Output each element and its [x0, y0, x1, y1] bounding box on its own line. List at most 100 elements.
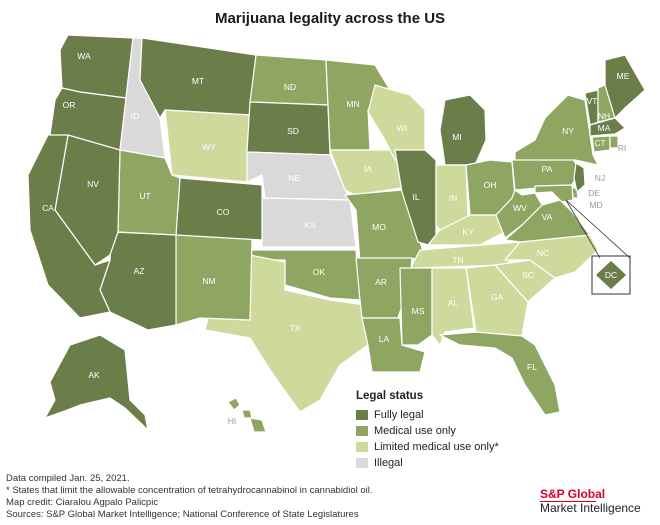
- label-AR: AR: [375, 277, 387, 287]
- brand-name: S&P Global: [540, 487, 606, 501]
- note-sources: Sources: S&P Global Market Intelligence;…: [6, 509, 359, 520]
- dc-leader-line: [565, 199, 601, 259]
- state-GA: [465, 264, 529, 337]
- legend-label: Limited medical use only*: [374, 440, 499, 453]
- state-ND: [249, 54, 329, 106]
- source-notes: Data compiled Jan. 25, 2021. * States th…: [6, 473, 373, 521]
- label-LA: LA: [379, 334, 390, 344]
- legend-label: Medical use only: [374, 424, 456, 437]
- label-MD: MD: [589, 200, 602, 210]
- label-TN: TN: [452, 255, 463, 265]
- label-WI: WI: [397, 123, 407, 133]
- label-NC: NC: [537, 248, 549, 258]
- label-CO: CO: [217, 207, 230, 217]
- state-HI: [227, 397, 241, 411]
- state-MA: [589, 117, 626, 137]
- legend-swatch: [356, 457, 368, 468]
- state-HI: [241, 409, 253, 419]
- legend-swatch: [356, 425, 368, 436]
- label-NH: NH: [598, 111, 610, 121]
- label-MO: MO: [372, 222, 386, 232]
- state-AK: [44, 334, 149, 431]
- label-SC: SC: [522, 270, 534, 280]
- label-SD: SD: [287, 126, 299, 136]
- label-NY: NY: [562, 126, 574, 136]
- label-GA: GA: [491, 292, 504, 302]
- state-WA: [59, 34, 134, 99]
- state-MS: [399, 267, 433, 346]
- map-title: Marijuana legality across the US: [214, 10, 446, 27]
- label-HI: HI: [228, 416, 237, 426]
- label-MN: MN: [346, 99, 359, 109]
- legend-item-medical-use-only: Medical use only: [356, 423, 499, 438]
- brand-division: Market Intelligence: [540, 501, 641, 515]
- label-DE: DE: [588, 188, 600, 198]
- legend-label: Illegal: [374, 456, 403, 469]
- state-ME: [604, 54, 646, 119]
- note-credit: Map credit: Ciaralou Agpalo Palicpic: [6, 497, 159, 508]
- dc-inset-box: [591, 255, 631, 295]
- legend: Legal status Fully legal Medical use onl…: [356, 390, 499, 471]
- label-FL: FL: [527, 362, 537, 372]
- label-AK: AK: [88, 370, 100, 380]
- label-TX: TX: [290, 323, 301, 333]
- label-AZ: AZ: [134, 266, 145, 276]
- label-KY: KY: [462, 227, 474, 237]
- state-NY: [514, 94, 599, 166]
- note-date: Data compiled Jan. 25, 2021.: [6, 473, 130, 484]
- label-CA: CA: [42, 203, 54, 213]
- label-WY: WY: [202, 142, 216, 152]
- dc-leader-line: [565, 199, 631, 259]
- label-UT: UT: [139, 191, 150, 201]
- state-RI: [609, 135, 619, 149]
- label-MT: MT: [192, 76, 204, 86]
- state-MI: [439, 94, 487, 166]
- label-VA: VA: [542, 212, 553, 222]
- label-AL: AL: [448, 298, 459, 308]
- note-footnote: * States that limit the allowable concen…: [6, 485, 373, 496]
- label-NM: NM: [202, 276, 215, 286]
- label-OK: OK: [313, 267, 326, 277]
- state-CT: [591, 135, 611, 153]
- state-HI: [249, 417, 267, 433]
- state-MD: [534, 184, 574, 203]
- label-CT: CT: [594, 138, 605, 148]
- label-IL: IL: [412, 192, 419, 202]
- state-TX: [204, 254, 369, 413]
- label-MI: MI: [452, 132, 461, 142]
- legend-swatch: [356, 409, 368, 420]
- legend-item-illegal: Illegal: [356, 455, 499, 470]
- legend-item-limited-medical-use-only: Limited medical use only*: [356, 439, 499, 454]
- label-DC: DC: [605, 270, 617, 280]
- state-NJ: [573, 162, 586, 193]
- label-MS: MS: [412, 306, 425, 316]
- brand-logo: S&P Global Market Intelligence: [540, 487, 641, 515]
- label-IA: IA: [364, 164, 372, 174]
- label-IN: IN: [449, 193, 458, 203]
- label-OR: OR: [63, 100, 76, 110]
- legend-item-fully-legal: Fully legal: [356, 407, 499, 422]
- label-WV: WV: [513, 203, 527, 213]
- state-MN: [325, 59, 391, 151]
- label-NE: NE: [288, 173, 300, 183]
- label-OH: OH: [484, 180, 497, 190]
- label-KS: KS: [304, 220, 316, 230]
- label-NV: NV: [87, 179, 99, 189]
- label-NJ: NJ: [595, 173, 605, 183]
- label-MA: MA: [598, 123, 611, 133]
- label-WA: WA: [77, 51, 91, 61]
- state-CA: [27, 134, 111, 319]
- label-ND: ND: [284, 82, 296, 92]
- state-DC: [594, 259, 628, 291]
- label-ME: ME: [617, 71, 630, 81]
- legend-label: Fully legal: [374, 408, 424, 421]
- label-PA: PA: [542, 164, 553, 174]
- legend-swatch: [356, 441, 368, 452]
- label-RI: RI: [618, 143, 627, 153]
- label-VT: VT: [587, 96, 598, 106]
- label-ID: ID: [131, 111, 140, 121]
- brand-rule: [540, 501, 596, 502]
- state-FL: [439, 331, 561, 416]
- legend-title: Legal status: [356, 390, 424, 402]
